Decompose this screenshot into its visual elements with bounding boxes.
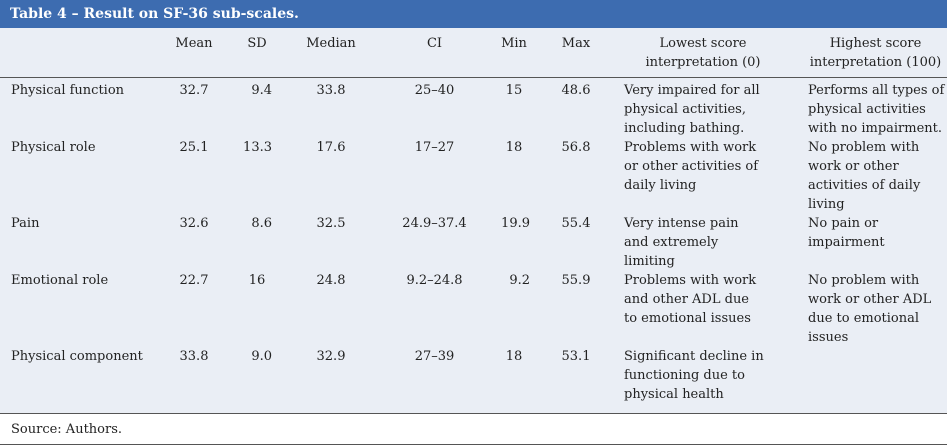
cell-highest: physical activities bbox=[808, 102, 926, 117]
cell-max: 53.1 bbox=[561, 349, 591, 364]
cell-highest: No pain or bbox=[808, 216, 879, 231]
cell-highest: with no impairment. bbox=[808, 121, 943, 136]
cell-ci: 17–27 bbox=[414, 140, 455, 155]
cell-min: 18 bbox=[505, 349, 523, 364]
cell-highest: living bbox=[808, 197, 845, 212]
cell-mean: 25.1 bbox=[179, 140, 209, 155]
cell-lowest: Very impaired for all bbox=[624, 83, 760, 98]
cell-lowest: to emotional issues bbox=[624, 311, 751, 326]
header-max: Max bbox=[561, 36, 591, 51]
cell-sd: 9.4 bbox=[251, 83, 272, 98]
cell-min: 18 bbox=[505, 140, 523, 155]
table-bottom-rule bbox=[0, 413, 947, 414]
header-min: Min bbox=[501, 36, 527, 51]
cell-mean: 32.7 bbox=[179, 83, 209, 98]
cell-ci: 27–39 bbox=[414, 349, 455, 364]
cell-lowest: including bathing. bbox=[624, 121, 745, 136]
cell-lowest: or other activities of bbox=[624, 159, 759, 174]
cell-highest: issues bbox=[808, 330, 849, 345]
header-lowest-line2: interpretation (0) bbox=[645, 55, 761, 70]
cell-lowest: Significant decline in bbox=[624, 349, 764, 364]
cell-lowest: limiting bbox=[624, 254, 675, 269]
cell-highest: Performs all types of bbox=[808, 83, 945, 98]
cell-sd: 13.3 bbox=[243, 140, 272, 155]
row-label: Physical component bbox=[11, 349, 143, 364]
cell-mean: 22.7 bbox=[179, 273, 209, 288]
cell-median: 33.8 bbox=[316, 83, 346, 98]
cell-lowest: and other ADL due bbox=[624, 292, 750, 307]
row-label: Pain bbox=[11, 216, 40, 231]
header-ci: CI bbox=[426, 36, 443, 51]
cell-lowest: Very intense pain bbox=[624, 216, 739, 231]
table-title: Table 4 – Result on SF-36 sub-scales. bbox=[0, 0, 947, 28]
cell-mean: 33.8 bbox=[179, 349, 209, 364]
cell-mean: 32.6 bbox=[179, 216, 209, 231]
cell-median: 32.5 bbox=[316, 216, 346, 231]
cell-sd: 9.0 bbox=[251, 349, 272, 364]
cell-lowest: Problems with work bbox=[624, 273, 757, 288]
row-label: Physical function bbox=[11, 83, 125, 98]
cell-min: 15 bbox=[505, 83, 523, 98]
cell-highest: No problem with bbox=[808, 273, 920, 288]
source-note: Source: Authors. bbox=[11, 422, 123, 437]
footer-rule bbox=[0, 444, 947, 445]
cell-ci: 24.9–37.4 bbox=[402, 216, 467, 231]
cell-lowest: and extremely bbox=[624, 235, 719, 250]
header-median: Median bbox=[306, 36, 356, 51]
cell-lowest: physical health bbox=[624, 387, 724, 402]
cell-highest: work or other ADL bbox=[808, 292, 932, 307]
cell-sd: 16 bbox=[248, 273, 266, 288]
cell-highest: due to emotional bbox=[808, 311, 920, 326]
results-table: Mean SD Median CI Min Max Lowest score i… bbox=[0, 28, 947, 414]
cell-max: 56.8 bbox=[561, 140, 591, 155]
cell-median: 24.8 bbox=[316, 273, 346, 288]
cell-highest: activities of daily bbox=[808, 178, 921, 193]
cell-sd: 8.6 bbox=[251, 216, 272, 231]
cell-median: 32.9 bbox=[316, 349, 346, 364]
header-mean: Mean bbox=[175, 36, 213, 51]
row-label: Physical role bbox=[11, 140, 96, 155]
cell-min: 19.9 bbox=[501, 216, 530, 231]
cell-highest: No problem with bbox=[808, 140, 920, 155]
cell-lowest: Problems with work bbox=[624, 140, 757, 155]
row-label: Emotional role bbox=[11, 273, 109, 288]
header-lowest-line1: Lowest score bbox=[659, 36, 747, 51]
cell-max: 55.9 bbox=[561, 273, 591, 288]
cell-max: 55.4 bbox=[561, 216, 591, 231]
header-sd: SD bbox=[247, 36, 267, 51]
header-highest-line2: interpretation (100) bbox=[809, 55, 942, 70]
cell-max: 48.6 bbox=[561, 83, 591, 98]
cell-lowest: physical activities, bbox=[624, 102, 746, 117]
header-highest-line1: Highest score bbox=[829, 36, 922, 51]
cell-lowest: functioning due to bbox=[624, 368, 745, 383]
cell-lowest: daily living bbox=[624, 178, 697, 193]
cell-highest: impairment bbox=[808, 235, 885, 250]
cell-ci: 9.2–24.8 bbox=[406, 273, 463, 288]
cell-min: 9.2 bbox=[509, 273, 530, 288]
cell-median: 17.6 bbox=[316, 140, 346, 155]
cell-highest: work or other bbox=[808, 159, 899, 174]
cell-ci: 25–40 bbox=[414, 83, 455, 98]
header-rule bbox=[0, 77, 947, 78]
